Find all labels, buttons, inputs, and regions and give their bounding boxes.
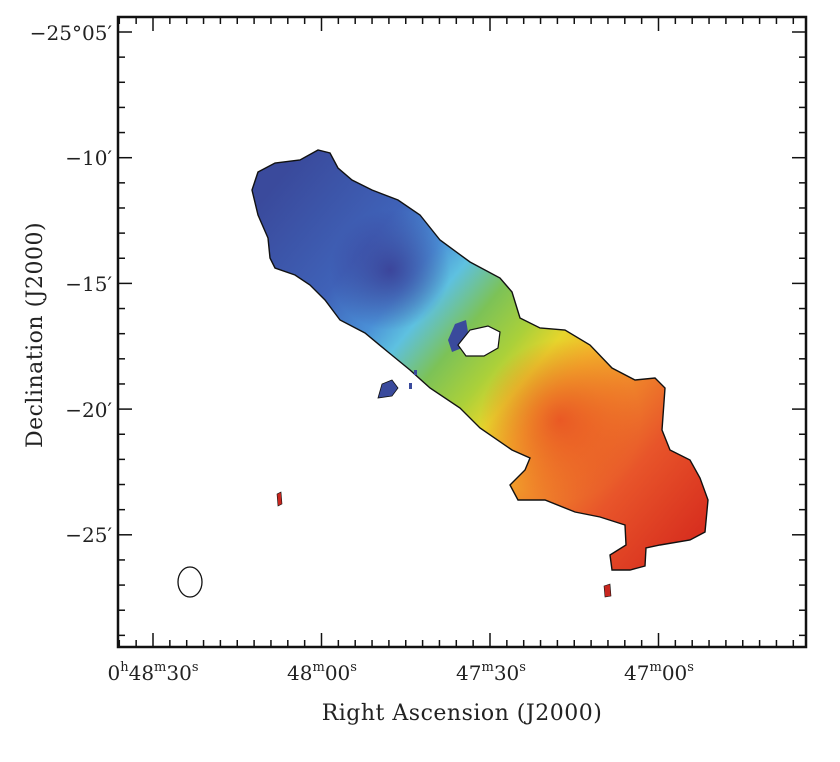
blue-island: [377, 379, 399, 399]
red-speck-bottom: [603, 583, 612, 598]
y-tick-label: −10′: [65, 146, 112, 170]
x-tick-label: 47m30s: [456, 660, 526, 685]
axis-ticks: [118, 17, 806, 647]
map-hole: [457, 325, 501, 357]
y-tick-labels: −25°05′ −10′ −15′ −20′ −25′: [30, 21, 113, 547]
y-tick-label: −25′: [65, 523, 112, 547]
y-tick-label: −15′: [65, 272, 112, 296]
red-speck-left: [276, 491, 283, 507]
y-axis-title: Declination (J2000): [23, 222, 48, 448]
x-tick-label: 48m00s: [287, 660, 357, 685]
y-tick-label: −25°05′: [30, 21, 113, 45]
blue-speck: [409, 383, 412, 389]
x-tick-label: 0h48m30s: [107, 660, 198, 685]
x-axis-title: Right Ascension (J2000): [322, 701, 603, 726]
beam-ellipse: [177, 566, 203, 598]
x-tick-labels: 0h48m30s 48m00s 47m30s 47m00s: [107, 660, 693, 685]
x-tick-label: 47m00s: [624, 660, 694, 685]
blue-speck-2: [414, 370, 417, 375]
map-contour: [251, 149, 709, 571]
y-tick-label: −20′: [65, 398, 112, 422]
